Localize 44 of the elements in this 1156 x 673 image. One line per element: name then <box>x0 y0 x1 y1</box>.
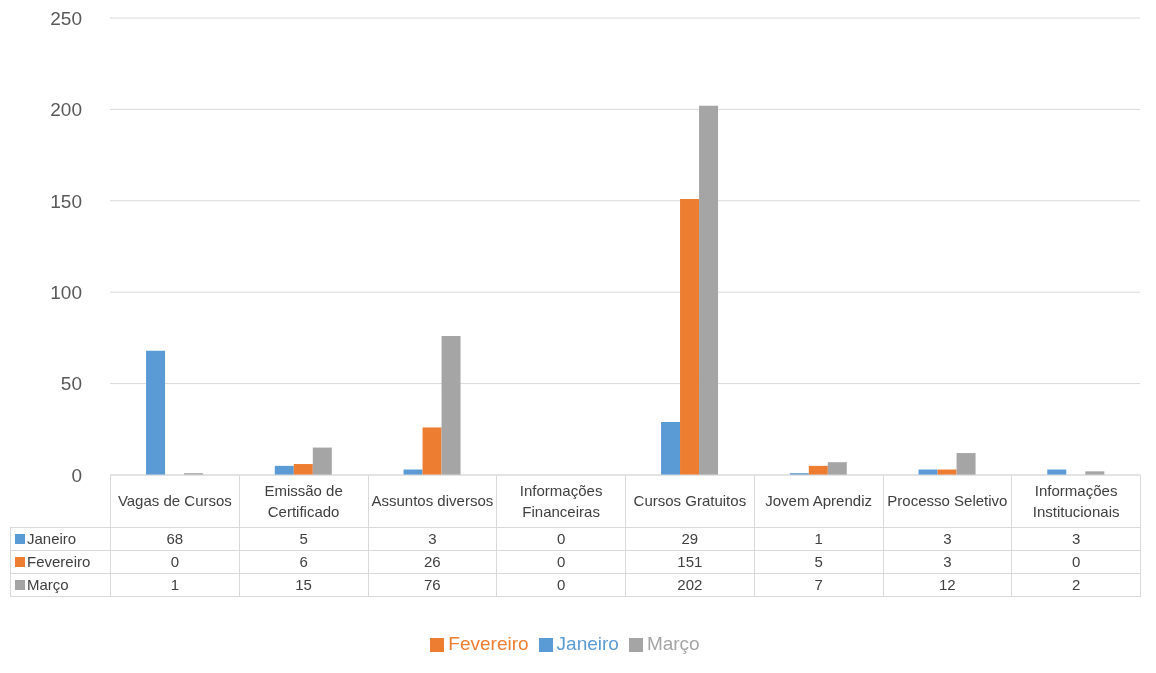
x-tick-label: Jovem Aprendiz <box>754 475 883 527</box>
data-label: 15 <box>239 573 368 596</box>
y-tick-label: 50 <box>60 373 82 395</box>
data-label: 0 <box>1011 550 1141 573</box>
data-label: 5 <box>754 550 883 573</box>
data-label: 2 <box>1011 573 1141 596</box>
data-label: 1 <box>110 573 240 596</box>
x-tick-label: Informações Financeiras <box>496 475 626 527</box>
text: Janeiro <box>556 633 619 654</box>
y-tick-label: 150 <box>50 190 82 212</box>
legend-label: Janeiro <box>10 527 111 550</box>
data-label: 5 <box>239 527 368 550</box>
x-tick-label: Processo Seletivo <box>883 475 1012 527</box>
text: Fevereiro <box>27 553 91 570</box>
data-label: 7 <box>754 573 883 596</box>
y-tick-label: 100 <box>50 281 82 303</box>
data-label: 12 <box>883 573 1012 596</box>
data-label: 3 <box>883 550 1012 573</box>
data-label: 0 <box>496 573 626 596</box>
data-label: 0 <box>496 550 626 573</box>
x-tick-label: Assuntos diversos <box>368 475 497 527</box>
data-label: 3 <box>1011 527 1141 550</box>
data-label: 0 <box>496 527 626 550</box>
data-label: 29 <box>625 527 755 550</box>
y-tick-label: 200 <box>50 99 82 121</box>
data-label: 3 <box>368 527 497 550</box>
data-label: 1 <box>754 527 883 550</box>
x-tick-label: Cursos Gratuitos <box>625 475 755 527</box>
data-label: 151 <box>625 550 755 573</box>
data-label: 76 <box>368 573 497 596</box>
y-tick-label: 0 <box>71 464 82 486</box>
data-label: 26 <box>368 550 497 573</box>
x-tick-label: Informações Institucionais <box>1011 475 1141 527</box>
data-label: 202 <box>625 573 755 596</box>
legend-label: Fevereiro <box>448 633 529 654</box>
data-label: 3 <box>883 527 1012 550</box>
x-tick-label: Emissão de Certificado <box>239 475 368 527</box>
text: Março <box>646 633 700 654</box>
x-tick-label: Vagas de Cursos <box>110 475 240 527</box>
y-tick-label: 250 <box>50 7 82 29</box>
data-label: 0 <box>110 550 240 573</box>
data-label: 6 <box>239 550 368 573</box>
data-label: 68 <box>110 527 240 550</box>
legend-label: Março <box>10 573 111 596</box>
